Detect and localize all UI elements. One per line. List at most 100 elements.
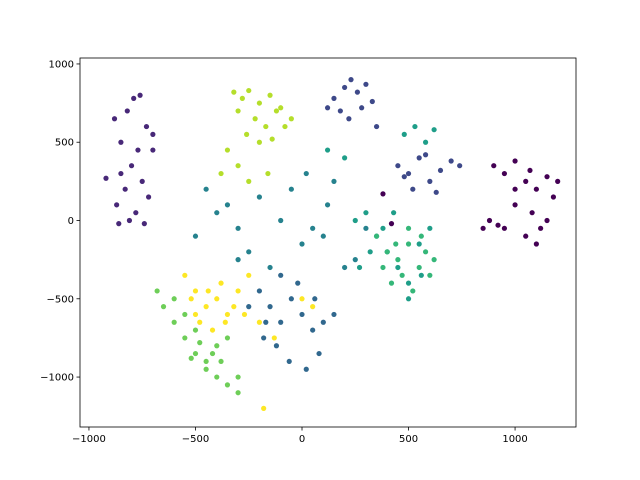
point	[422, 139, 429, 145]
point	[356, 264, 363, 271]
point	[218, 358, 224, 365]
point	[267, 264, 273, 271]
point	[273, 343, 280, 349]
point	[150, 131, 156, 137]
point	[222, 319, 228, 325]
point	[192, 233, 199, 239]
point	[395, 264, 401, 271]
point	[278, 319, 284, 325]
point	[373, 123, 380, 130]
point	[418, 233, 424, 239]
point	[331, 178, 337, 184]
point	[188, 355, 194, 361]
point	[218, 170, 224, 177]
point	[171, 296, 177, 302]
point	[182, 272, 188, 278]
point	[431, 127, 437, 133]
point	[320, 319, 326, 325]
point	[235, 257, 241, 263]
point	[203, 186, 209, 192]
y-tick-label: 500	[55, 138, 74, 149]
point	[555, 178, 561, 184]
point	[203, 366, 209, 372]
point	[369, 98, 375, 105]
point	[512, 202, 518, 208]
point	[303, 170, 309, 177]
point	[299, 296, 305, 302]
point	[139, 178, 145, 184]
point	[433, 189, 439, 195]
point	[192, 311, 199, 318]
point	[246, 304, 252, 310]
point	[271, 335, 277, 341]
point	[388, 280, 395, 286]
point	[367, 249, 373, 255]
point	[231, 304, 237, 310]
point	[337, 108, 343, 114]
point	[246, 249, 252, 255]
y-tick-label: −1000	[40, 373, 74, 384]
x-tick-label: 0	[299, 434, 305, 445]
point	[137, 92, 143, 98]
point	[278, 217, 284, 224]
point	[182, 335, 188, 341]
x-tick-label: 500	[399, 434, 418, 445]
point	[538, 225, 544, 231]
point	[331, 311, 337, 318]
point	[214, 296, 220, 302]
x-tick-label: 1000	[502, 434, 527, 445]
point	[416, 264, 422, 271]
point	[282, 123, 288, 130]
point	[395, 163, 401, 169]
point	[523, 178, 529, 184]
point	[235, 225, 241, 231]
point	[512, 186, 518, 192]
point	[405, 280, 412, 286]
point	[523, 233, 529, 239]
point	[352, 217, 358, 224]
point	[118, 139, 124, 145]
point	[380, 225, 386, 231]
point	[342, 264, 348, 271]
y-tick-label: 0	[68, 216, 74, 227]
point	[422, 249, 429, 255]
point	[224, 335, 231, 341]
point	[422, 152, 429, 158]
point	[197, 319, 203, 325]
point	[388, 221, 395, 227]
point	[256, 194, 262, 200]
point	[393, 241, 399, 247]
point	[263, 319, 269, 325]
point	[205, 288, 211, 294]
point	[278, 105, 284, 111]
point	[269, 136, 275, 142]
point	[235, 163, 241, 169]
point	[295, 280, 301, 286]
point	[288, 116, 294, 122]
point	[192, 350, 199, 357]
point	[263, 123, 269, 130]
point	[346, 116, 352, 122]
point	[118, 170, 124, 177]
point	[131, 95, 137, 101]
point	[265, 170, 271, 177]
point	[246, 272, 252, 278]
point	[224, 147, 231, 153]
point	[288, 296, 294, 302]
point	[416, 155, 422, 161]
point	[214, 343, 220, 349]
point	[437, 167, 444, 174]
point	[457, 163, 463, 169]
point	[324, 147, 331, 153]
point	[391, 210, 397, 216]
point	[405, 296, 412, 302]
point	[192, 288, 199, 294]
point	[501, 225, 508, 231]
point	[209, 327, 216, 333]
point	[150, 147, 156, 153]
point	[405, 241, 412, 247]
point	[310, 327, 316, 333]
point	[267, 92, 273, 98]
point	[182, 311, 188, 318]
point	[235, 288, 241, 294]
